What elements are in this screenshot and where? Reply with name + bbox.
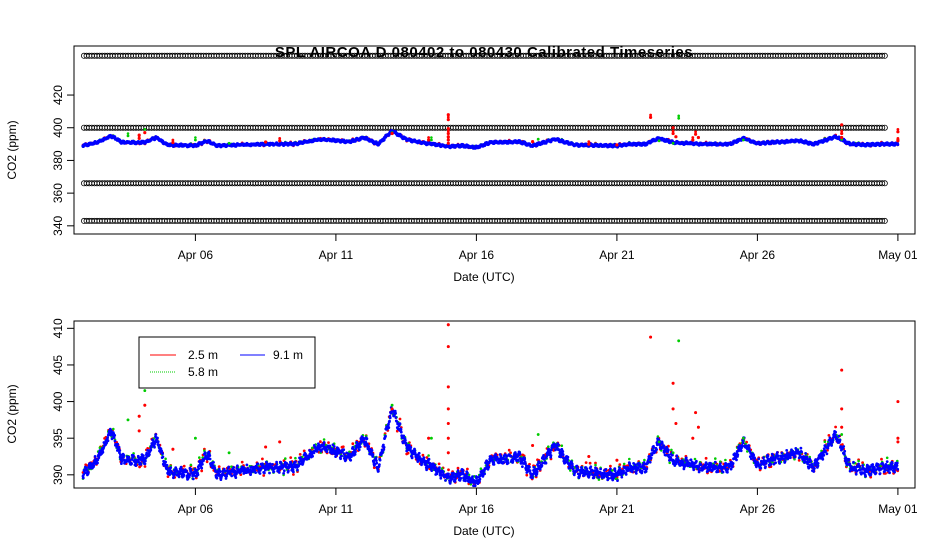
top-y-axis: 340 360 380 400 420 (51, 85, 75, 236)
x-tick-label: Apr 11 (319, 502, 354, 516)
top-panel: Date (UTC) CO2 (ppm) Apr 06 Apr 11 Apr 16 A… (5, 45, 918, 284)
top-xlabel: Date (UTC) (453, 270, 514, 284)
series-9-1m (81, 406, 900, 488)
y-tick-label: 400 (51, 391, 65, 411)
y-tick-label: 405 (51, 355, 65, 375)
top-series-9-1m-points (81, 129, 900, 150)
x-tick-label: Apr 06 (178, 248, 214, 262)
x-tick-label: Apr 21 (599, 502, 635, 516)
top-series-points (81, 113, 900, 150)
x-tick-label: Apr 26 (740, 502, 776, 516)
y-tick-label: 380 (51, 150, 65, 170)
reference-gas-row (81, 180, 888, 187)
x-tick-label: Apr 26 (740, 248, 776, 262)
y-tick-label: 410 (51, 318, 65, 338)
bottom-xlabel: Date (UTC) (453, 524, 514, 538)
y-tick-label: 360 (51, 183, 65, 203)
bottom-panel: Date (UTC) CO2 (ppm) Apr 06 Apr 11 Apr 16 A… (5, 318, 918, 538)
y-tick-label: 420 (51, 85, 65, 105)
top-series-9-1m (81, 129, 900, 150)
legend-label-2-5m: 2.5 m (188, 348, 218, 362)
x-tick-label: May 01 (878, 502, 918, 516)
y-tick-label: 340 (51, 215, 65, 235)
series-9-1m-points (81, 406, 900, 488)
bottom-series-points (81, 323, 900, 488)
bottom-y-axis: 390 395 400 405 410 (51, 318, 75, 485)
y-tick-label: 400 (51, 117, 65, 137)
top-ylabel: CO2 (ppm) (5, 120, 19, 179)
legend-label-9-1m: 9.1 m (273, 348, 303, 362)
y-tick-label: 395 (51, 428, 65, 448)
legend: 2.5 m 5.8 m 9.1 m (138, 336, 316, 389)
y-tick-label: 390 (51, 464, 65, 484)
x-tick-label: Apr 21 (599, 248, 635, 262)
x-tick-label: Apr 16 (459, 502, 495, 516)
reference-gas-rows (81, 52, 888, 224)
bottom-x-axis: Apr 06 Apr 11 Apr 16 Apr 21 Apr 26 May 01 (178, 487, 918, 516)
legend-box (138, 336, 316, 389)
bottom-ylabel: CO2 (ppm) (5, 384, 19, 443)
x-tick-label: Apr 16 (459, 248, 495, 262)
x-tick-label: May 01 (878, 248, 918, 262)
x-tick-label: Apr 06 (178, 502, 214, 516)
legend-label-5-8m: 5.8 m (188, 365, 218, 379)
reference-gas-row (81, 124, 888, 131)
x-tick-label: Apr 11 (319, 248, 354, 262)
reference-gas-row (81, 217, 888, 224)
reference-gas-row (81, 52, 888, 59)
top-x-axis: Apr 06 Apr 11 Apr 16 Apr 21 Apr 26 May 01 (178, 233, 918, 262)
